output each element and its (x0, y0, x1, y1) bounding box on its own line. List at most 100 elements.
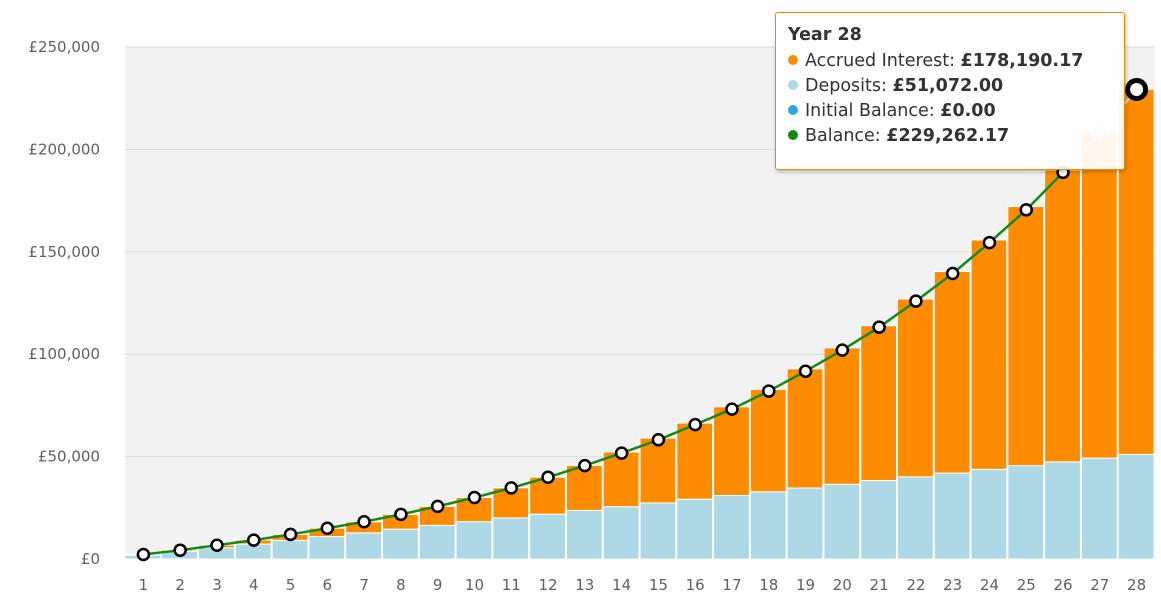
deposits-bar[interactable] (492, 517, 530, 560)
deposits-bar[interactable] (529, 513, 566, 560)
balance-point[interactable] (136, 547, 151, 562)
balance-point[interactable] (467, 490, 482, 505)
deposits-bar[interactable] (1044, 461, 1081, 560)
x-tick-label: 28 (1127, 576, 1146, 594)
deposits-bar[interactable] (713, 494, 750, 560)
deposits-bar[interactable] (897, 476, 934, 560)
interest-bar[interactable] (823, 347, 861, 485)
y-tick-label: £0 (81, 550, 100, 568)
x-tick-label: 8 (396, 576, 406, 594)
deposits-bar[interactable] (749, 491, 787, 560)
x-tick-label: 27 (1090, 576, 1109, 594)
x-tick-label: 7 (359, 576, 369, 594)
tooltip-value: £0.00 (940, 101, 996, 121)
tooltip-value: £178,190.17 (960, 51, 1084, 71)
y-tick-label: £200,000 (28, 140, 100, 158)
balance-point[interactable] (1019, 203, 1033, 217)
balance-point[interactable] (357, 514, 371, 529)
interest-bar[interactable] (713, 406, 750, 496)
deposits-bar[interactable] (345, 532, 383, 560)
balance-point[interactable] (688, 417, 702, 432)
deposits-dot-icon (788, 80, 798, 90)
interest-bar[interactable] (639, 437, 677, 504)
x-tick-label: 24 (980, 576, 999, 594)
deposits-bar[interactable] (308, 536, 346, 560)
balance-point[interactable] (909, 294, 923, 308)
x-tick-label: 23 (943, 576, 962, 594)
balance-point[interactable] (614, 446, 629, 460)
balance-point[interactable] (762, 384, 776, 398)
balance-point-highlighted[interactable] (1125, 77, 1149, 101)
balance-point[interactable] (320, 521, 335, 536)
x-tick-label: 15 (649, 576, 668, 594)
interest-bar[interactable] (970, 239, 1008, 470)
deposits-bar[interactable] (565, 509, 603, 560)
deposits-bar[interactable] (676, 498, 714, 560)
y-axis: £0 £50,000 £100,000 £150,000 £200,000 £250,00… (28, 38, 100, 568)
balance-point[interactable] (798, 364, 813, 378)
x-tick-label: 4 (249, 576, 259, 594)
tooltip-label: Accrued Interest: (805, 51, 955, 71)
x-tick-label: 17 (722, 576, 741, 594)
x-tick-label: 3 (212, 576, 222, 594)
balance-point[interactable] (578, 458, 592, 473)
deposits-bar[interactable] (455, 521, 493, 560)
tooltip-row-deposits: Deposits: £51,072.00 (788, 74, 1112, 99)
interest-dot-icon (788, 55, 798, 65)
interest-bar[interactable] (749, 388, 787, 493)
deposits-bar[interactable] (1007, 465, 1045, 560)
tooltip-label: Initial Balance: (805, 101, 935, 121)
balance-point[interactable] (541, 470, 555, 485)
tooltip-row-balance: Balance: £229,262.17 (788, 124, 1112, 149)
interest-bar[interactable] (933, 271, 971, 474)
tooltip-value: £229,262.17 (886, 126, 1010, 146)
x-tick-label: 20 (833, 576, 852, 594)
x-tick-label: 13 (575, 576, 594, 594)
x-tick-label: 1 (139, 576, 149, 594)
interest-bar[interactable] (1007, 206, 1045, 467)
balance-point[interactable] (430, 499, 445, 514)
balance-point[interactable] (725, 402, 739, 416)
balance-point[interactable] (835, 343, 850, 357)
balance-point[interactable] (173, 543, 187, 557)
balance-point[interactable] (283, 527, 298, 542)
x-tick-label: 21 (870, 576, 889, 594)
x-tick-label: 9 (433, 576, 443, 594)
deposits-bar[interactable] (1080, 457, 1118, 560)
balance-point[interactable] (504, 481, 518, 495)
tooltip-row-initial-balance: Initial Balance: £0.00 (788, 99, 1112, 124)
interest-bar[interactable] (897, 298, 934, 478)
deposits-bar[interactable] (823, 483, 861, 560)
balance-point[interactable] (247, 533, 261, 547)
balance-point[interactable] (872, 320, 886, 334)
x-tick-label: 14 (612, 576, 631, 594)
interest-bar[interactable] (602, 451, 640, 508)
interest-bar[interactable] (860, 325, 898, 482)
deposits-bar[interactable] (602, 506, 640, 560)
balance-point[interactable] (982, 235, 997, 250)
x-tick-label: 18 (759, 576, 778, 594)
deposits-bar[interactable] (418, 524, 456, 560)
interest-bar[interactable] (565, 464, 603, 511)
deposits-bar[interactable] (933, 472, 971, 560)
deposits-bar[interactable] (1117, 453, 1155, 560)
balance-point[interactable] (651, 433, 666, 447)
deposits-bar[interactable] (786, 487, 824, 560)
chart-tooltip: Year 28 Accrued Interest: £178,190.17 De… (775, 12, 1125, 170)
deposits-bar[interactable] (271, 539, 309, 560)
interest-bar[interactable] (1044, 169, 1081, 463)
deposits-bar[interactable] (382, 528, 419, 560)
balance-point[interactable] (210, 538, 224, 553)
deposits-bar[interactable] (970, 468, 1008, 560)
interest-bar[interactable] (676, 422, 714, 500)
x-tick-label: 10 (465, 576, 484, 594)
balance-point[interactable] (945, 266, 960, 281)
x-tick-label: 12 (538, 576, 557, 594)
deposits-bar[interactable] (860, 480, 898, 560)
interest-bar[interactable] (1080, 132, 1118, 459)
tooltip-title: Year 28 (788, 25, 862, 45)
balance-dot-icon (788, 130, 798, 140)
interest-bar[interactable] (786, 368, 824, 489)
deposits-bar[interactable] (639, 502, 677, 560)
balance-point[interactable] (394, 507, 408, 522)
